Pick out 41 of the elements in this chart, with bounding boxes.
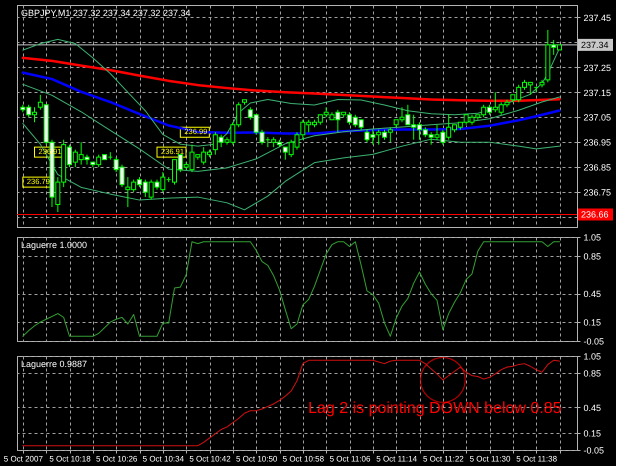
y-tick-label: 236.95 xyxy=(584,138,612,148)
line-series xyxy=(22,71,561,135)
x-tick-label: 5 Oct 2007 xyxy=(4,454,44,464)
x-tick-label: 5 Oct 11:22 xyxy=(422,454,464,464)
y-tick-label: 236.75 xyxy=(584,188,612,198)
annotation: Lag 2 is pointing DOWN below 0.85 xyxy=(308,400,562,417)
y-tick-label: 237.05 xyxy=(584,112,612,123)
chart-title: Laguerre 1.0000 xyxy=(21,240,88,250)
x-tick-label: 5 Oct 11:30 xyxy=(470,454,511,464)
y-tick-label: 237.45 xyxy=(584,12,612,23)
x-tick-label: 5 Oct 10:34 xyxy=(142,454,185,464)
line-series xyxy=(22,241,560,337)
x-tick-label: 5 Oct 10:50 xyxy=(236,454,278,464)
x-tick-label: 5 Oct 11:06 xyxy=(330,454,371,464)
y-tick-label: 236.85 xyxy=(584,162,612,173)
x-tick-label: 5 Oct 10:42 xyxy=(189,454,232,464)
x-tick-label: 5 Oct 10:26 xyxy=(96,454,138,464)
x-tick-label: 5 Oct 10:18 xyxy=(49,454,92,464)
y-tick-label: 0.85 xyxy=(584,251,602,262)
chart-title: Laguerre 0.9887 xyxy=(21,359,88,369)
ref-line-label: 236.66 xyxy=(581,210,609,220)
ref-line-label: 237.34 xyxy=(581,40,609,50)
y-tick-label: 1.05 xyxy=(584,352,602,362)
y-tick-label: 0.45 xyxy=(584,289,602,300)
y-tick-label: 237.15 xyxy=(584,88,612,98)
y-tick-label: -0.05 xyxy=(584,336,604,346)
y-tick-label: 237.25 xyxy=(584,62,612,73)
x-tick-label: 5 Oct 11:38 xyxy=(516,454,558,464)
line-series xyxy=(22,360,560,446)
x-tick-label: 5 Oct 10:58 xyxy=(282,454,325,464)
y-tick-label: 0.85 xyxy=(584,368,602,379)
y-tick-label: 0.45 xyxy=(584,402,602,413)
x-tick-label: 5 Oct 11:14 xyxy=(376,454,418,464)
y-tick-label: 0.15 xyxy=(584,318,602,328)
line-series xyxy=(22,56,561,102)
chart-title: GBPJPY,M1 237.32 237.34 237.32 237.34 xyxy=(21,8,190,18)
y-tick-label: 1.05 xyxy=(584,232,602,242)
line-series xyxy=(22,122,560,210)
y-tick-label: -0.05 xyxy=(584,446,604,456)
y-tick-label: 0.15 xyxy=(584,428,602,438)
line-series xyxy=(22,84,560,172)
